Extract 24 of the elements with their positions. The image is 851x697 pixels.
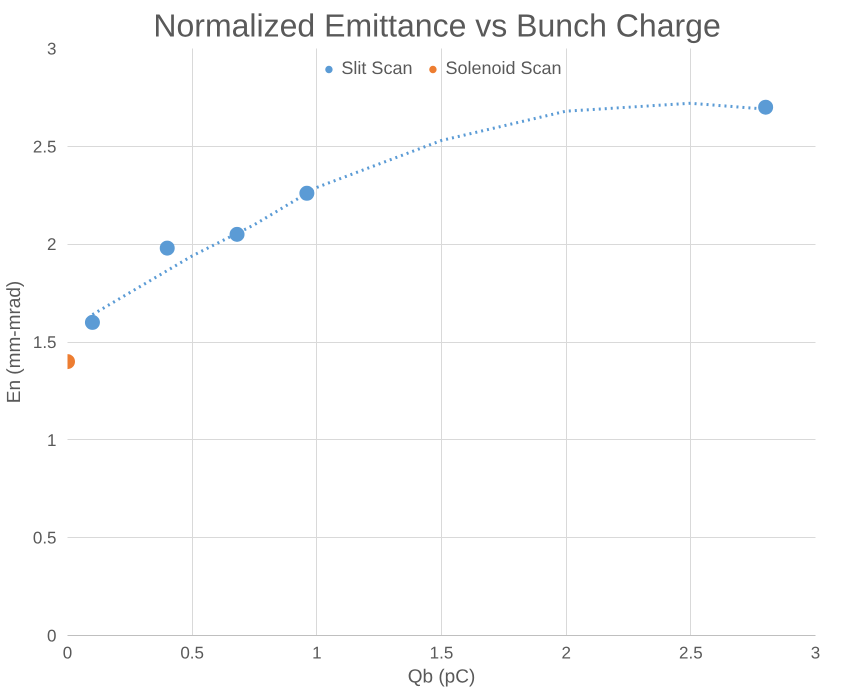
y-tick-label: 1	[47, 430, 57, 450]
chart-title: Normalized Emittance vs Bunch Charge	[153, 8, 721, 44]
x-tick-label: 2.5	[679, 644, 703, 662]
x-tick-label: 2	[561, 644, 571, 662]
x-tick-label: 1	[312, 644, 322, 662]
y-tick-label: 2	[47, 235, 57, 254]
legend-label: Solenoid Scan	[445, 58, 562, 79]
point	[230, 226, 245, 242]
x-tick-label: 0	[62, 644, 72, 662]
x-tick-label: 0.5	[180, 644, 204, 662]
y-tick-label: 1.5	[32, 333, 57, 352]
y-tick-label: 0	[47, 626, 57, 646]
x-tick-label: 3	[810, 644, 820, 662]
y-tick-label: 3	[47, 40, 57, 58]
x-axis-title: Qb (pC)	[408, 666, 476, 688]
y-tick-label: 2.5	[32, 137, 57, 156]
y-tick-label: 0.5	[32, 528, 57, 548]
point	[758, 100, 774, 115]
x-tick-label: 1.5	[430, 644, 454, 662]
y-axis-title: En (mm-mrad)	[4, 280, 25, 404]
point	[299, 186, 314, 201]
legend-label: Slit Scan	[341, 58, 412, 79]
point	[84, 314, 100, 330]
point	[160, 240, 175, 256]
